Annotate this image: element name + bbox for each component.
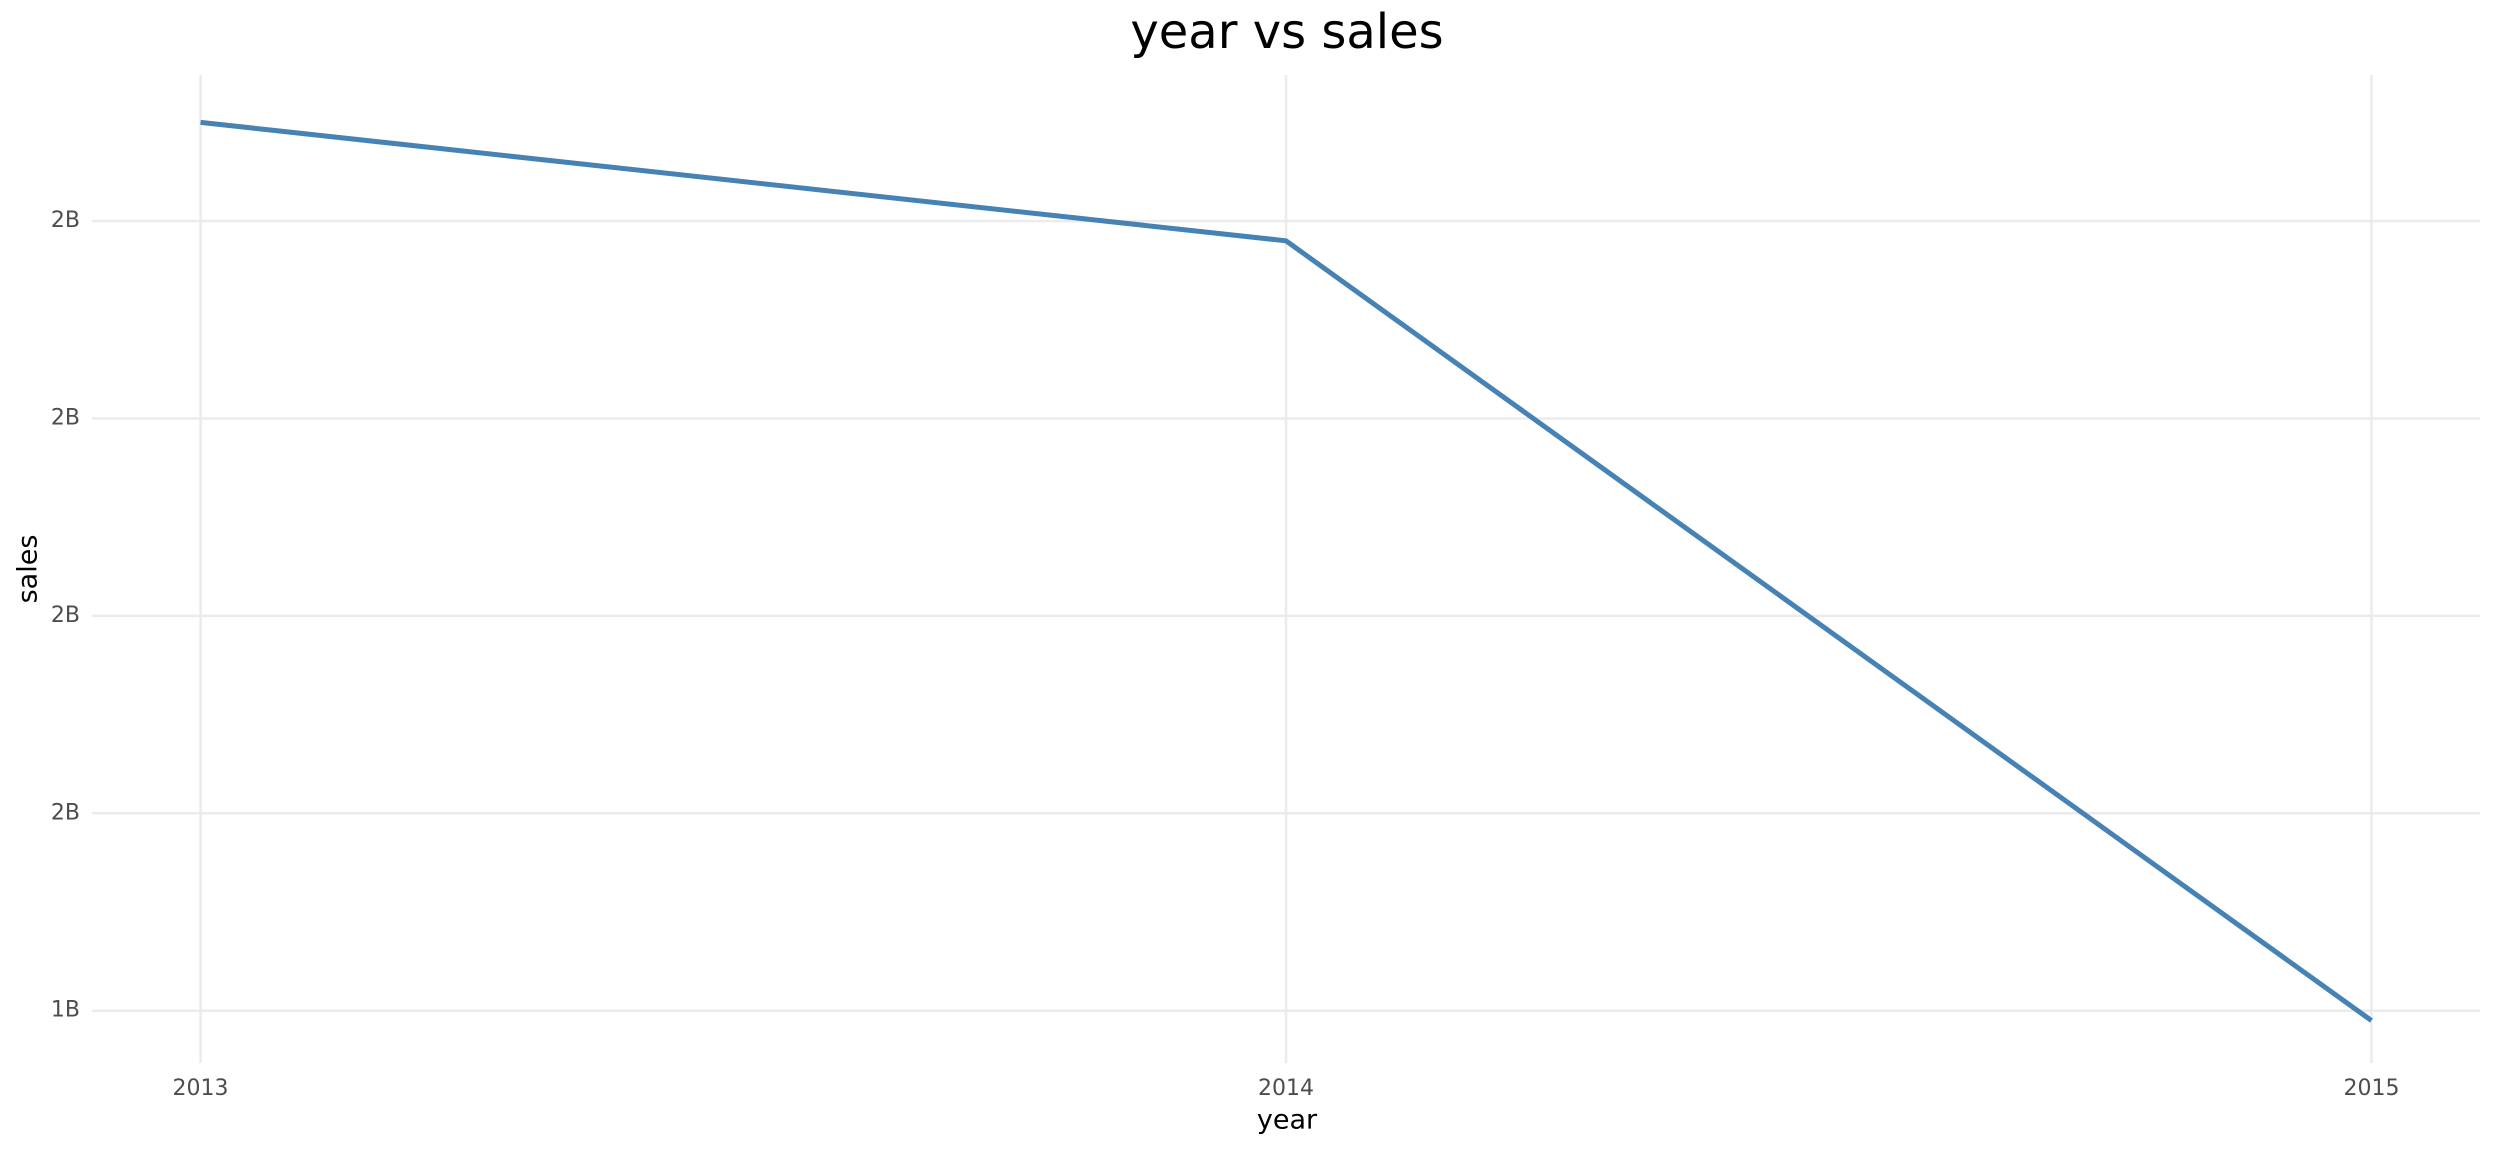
y-tick-label: 1B [51,998,80,1023]
y-tick-label: 2B [51,208,80,233]
x-tick-label: 2014 [1258,1076,1314,1101]
chart-title: year vs sales [1130,4,1443,60]
x-tick-label: 2013 [173,1076,229,1101]
x-axis-title: year [1257,1105,1318,1136]
x-tick-label: 2015 [2343,1076,2399,1101]
line [200,119,2373,1023]
y-tick-label: 2B [51,800,80,825]
y-tick-label: 2B [51,405,80,430]
y-axis-title: sales [13,535,44,604]
y-tick-label: 2B [51,603,80,628]
